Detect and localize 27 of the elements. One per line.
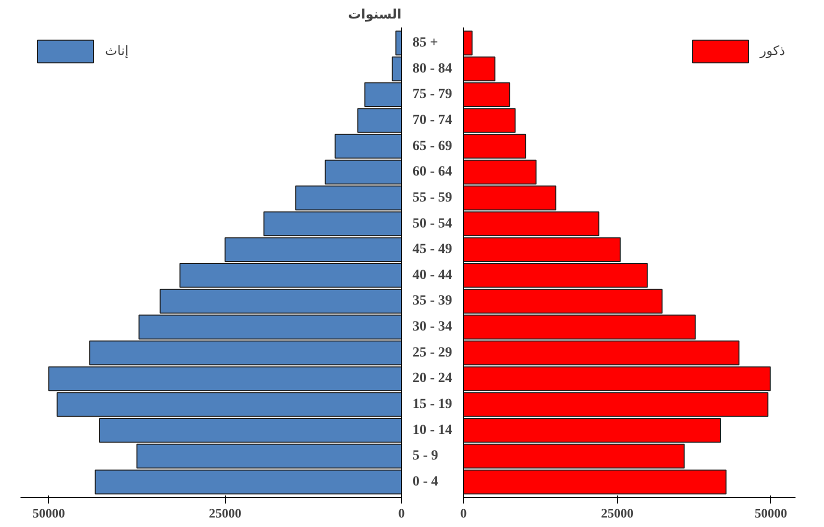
y-tick-label: 65 - 69	[412, 138, 452, 154]
x-tick-label: 50000	[754, 506, 788, 520]
y-tick-label: 85 +	[412, 35, 438, 50]
x-tick-label: 0	[460, 506, 467, 520]
y-tick-label: 40 - 44	[412, 268, 452, 283]
x-tick-label: 25000	[208, 506, 242, 520]
y-axis-title: السنوات	[348, 8, 402, 22]
legend-label: ذكور	[760, 44, 785, 58]
y-tick-label: 15 - 19	[412, 397, 452, 412]
y-tick-label: 60 - 64	[412, 164, 452, 180]
y-tick-label: 75 - 79	[412, 87, 452, 102]
x-tick-label: 25000	[600, 506, 634, 520]
y-tick-label: 30 - 34	[412, 320, 452, 335]
y-tick-label: 70 - 74	[412, 112, 452, 128]
x-tick-label: 50000	[32, 506, 65, 520]
y-tick-label: 55 - 59	[412, 190, 452, 206]
y-tick-label: 25 - 29	[412, 345, 452, 360]
y-tick-label: 80 - 84	[412, 61, 452, 76]
y-tick-label: 20 - 24	[412, 371, 452, 386]
y-tick-label: 50 - 54	[412, 216, 452, 232]
x-tick-label: 0	[398, 506, 405, 520]
y-tick-label: 35 - 39	[412, 294, 452, 309]
y-tick-label: 5 - 9	[412, 448, 438, 464]
y-tick-label: 10 - 14	[412, 422, 452, 438]
y-tick-label: 0 - 4	[412, 474, 438, 490]
y-tick-label: 45 - 49	[412, 242, 452, 258]
legend-label: إناث	[105, 44, 128, 58]
